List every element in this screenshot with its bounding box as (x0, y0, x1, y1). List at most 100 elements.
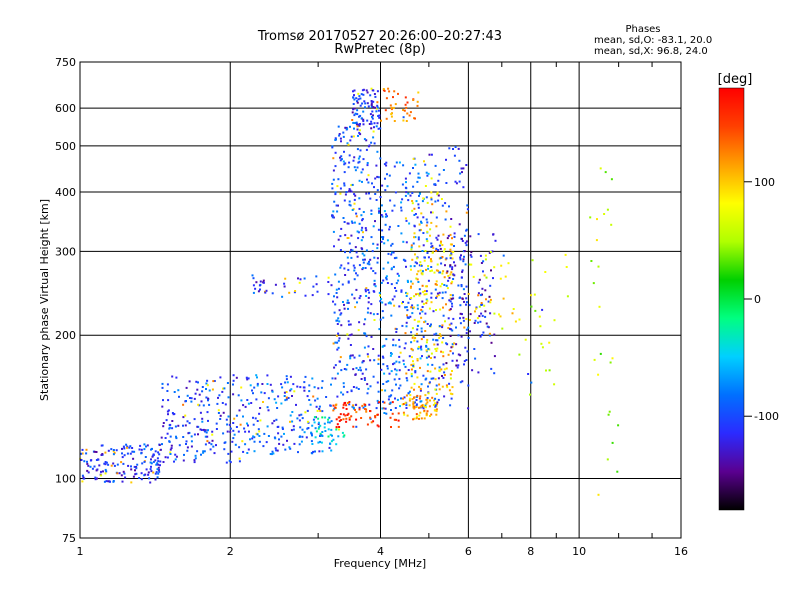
scatter-point (434, 367, 437, 370)
scatter-point (427, 267, 430, 270)
scatter-point (411, 356, 413, 359)
scatter-point (418, 385, 421, 388)
scatter-point (477, 281, 480, 284)
scatter-point (372, 270, 375, 272)
scatter-point (377, 425, 380, 428)
scatter-point (358, 155, 361, 158)
scatter-point (442, 233, 445, 236)
scatter-point (286, 439, 288, 442)
scatter-point (387, 380, 390, 383)
scatter-point (417, 270, 420, 273)
scatter-point (255, 432, 258, 435)
scatter-point (527, 373, 530, 375)
scatter-point (400, 209, 403, 212)
scatter-point (186, 446, 189, 449)
scatter-point (327, 281, 330, 283)
scatter-point (343, 184, 346, 187)
scatter-point (147, 471, 150, 474)
scatter-point (404, 96, 407, 99)
scatter-point (445, 367, 448, 370)
scatter-point (417, 172, 420, 175)
scatter-point (384, 189, 387, 192)
scatter-point (451, 280, 454, 283)
scatter-point (359, 133, 362, 136)
scatter-point (385, 380, 388, 383)
scatter-point (390, 108, 393, 111)
scatter-point (274, 283, 277, 286)
scatter-point (415, 413, 418, 416)
scatter-point (434, 397, 437, 400)
scatter-point (405, 394, 408, 397)
scatter-point (448, 327, 451, 330)
scatter-point (291, 395, 293, 397)
scatter-point (318, 407, 321, 410)
scatter-point (362, 231, 364, 234)
scatter-point (455, 182, 458, 185)
scatter-point (355, 418, 358, 421)
scatter-point (376, 90, 379, 93)
scatter-point (416, 328, 419, 331)
scatter-point (397, 225, 400, 227)
scatter-point (310, 452, 313, 454)
scatter-point (259, 280, 262, 283)
scatter-point (417, 292, 420, 295)
scatter-point (256, 382, 259, 385)
scatter-point (610, 223, 613, 226)
scatter-point (120, 461, 123, 464)
scatter-point (431, 363, 434, 366)
scatter-point (190, 397, 193, 400)
scatter-point (237, 430, 240, 433)
scatter-point (449, 233, 452, 236)
scatter-point (534, 309, 537, 312)
scatter-point (267, 435, 270, 437)
scatter-point (224, 403, 227, 406)
scatter-point (449, 308, 452, 311)
scatter-point (115, 449, 118, 452)
scatter-point (361, 372, 364, 375)
scatter-point (342, 131, 345, 134)
scatter-point (200, 400, 203, 403)
scatter-point (411, 209, 414, 212)
scatter-point (162, 425, 165, 428)
x-tick-label: 16 (674, 545, 688, 558)
scatter-point (356, 101, 359, 104)
scatter-point (369, 385, 372, 388)
scatter-point (390, 253, 393, 256)
scatter-point (273, 398, 276, 401)
scatter-point (423, 293, 426, 296)
scatter-point (455, 364, 458, 367)
scatter-point (448, 382, 451, 385)
scatter-point (608, 410, 611, 413)
scatter-point (451, 266, 454, 269)
scatter-point (376, 101, 379, 104)
scatter-point (330, 420, 333, 423)
scatter-point (342, 217, 345, 219)
scatter-point (343, 434, 346, 437)
scatter-point (348, 200, 351, 203)
scatter-point (373, 283, 376, 285)
scatter-point (202, 404, 205, 407)
scatter-point (129, 445, 132, 448)
scatter-point (361, 89, 364, 92)
scatter-point (338, 133, 341, 135)
scatter-point (267, 397, 270, 400)
scatter-point (376, 175, 379, 178)
scatter-point (391, 209, 394, 212)
scatter-point (545, 369, 547, 372)
scatter-point (296, 385, 299, 388)
scatter-point (489, 332, 491, 335)
scatter-point (232, 374, 235, 377)
scatter-point (468, 263, 471, 266)
scatter-point (336, 319, 339, 322)
scatter-point (252, 416, 254, 419)
scatter-point (370, 122, 373, 125)
scatter-point (430, 323, 432, 326)
scatter-point (436, 347, 439, 350)
scatter-point (330, 428, 333, 431)
scatter-point (359, 366, 362, 369)
scatter-point (113, 464, 116, 467)
scatter-point (366, 119, 369, 122)
scatter-point (276, 426, 279, 428)
